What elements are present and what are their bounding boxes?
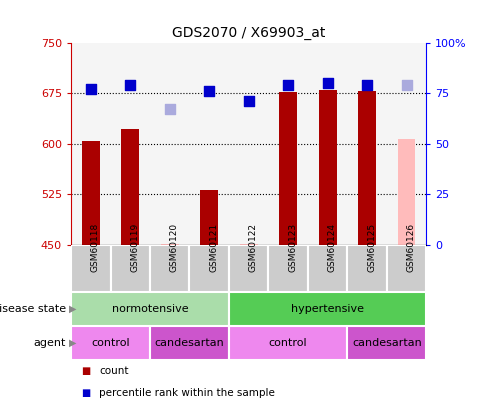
Bar [161, 244, 179, 245]
Text: GSM60125: GSM60125 [367, 223, 376, 272]
Bar [71, 326, 150, 360]
Text: GSM60126: GSM60126 [407, 223, 416, 272]
Point [363, 82, 371, 88]
Point [245, 98, 253, 104]
Text: count: count [99, 366, 129, 375]
Bar [150, 245, 190, 292]
Text: ▶: ▶ [69, 338, 76, 348]
Bar [318, 90, 337, 245]
Bar [398, 139, 416, 245]
Title: GDS2070 / X69903_at: GDS2070 / X69903_at [172, 26, 325, 40]
Point [284, 82, 292, 88]
Text: candesartan: candesartan [154, 338, 224, 348]
Point [126, 82, 134, 88]
Text: GSM60120: GSM60120 [170, 223, 179, 272]
Point [87, 86, 95, 92]
Text: GSM60122: GSM60122 [248, 223, 258, 272]
Bar [269, 245, 308, 292]
Bar [240, 244, 258, 245]
Bar [347, 326, 426, 360]
Text: ■: ■ [81, 366, 90, 375]
Text: control: control [91, 338, 130, 348]
Point [403, 82, 411, 88]
Bar [200, 190, 218, 245]
Bar [308, 245, 347, 292]
Bar [229, 326, 347, 360]
Text: candesartan: candesartan [352, 338, 422, 348]
Bar [279, 92, 297, 245]
Bar [71, 292, 229, 326]
Text: GSM60123: GSM60123 [288, 223, 297, 272]
Bar [229, 292, 426, 326]
Text: control: control [269, 338, 307, 348]
Bar [229, 245, 269, 292]
Bar [190, 245, 229, 292]
Text: disease state: disease state [0, 304, 66, 314]
Text: hypertensive: hypertensive [291, 304, 364, 314]
Text: ■: ■ [81, 388, 90, 398]
Text: normotensive: normotensive [112, 304, 188, 314]
Bar [111, 245, 150, 292]
Text: GSM60121: GSM60121 [209, 223, 218, 272]
Point [166, 106, 173, 113]
Bar [122, 129, 139, 245]
Text: GSM60118: GSM60118 [91, 223, 100, 272]
Bar [71, 245, 111, 292]
Text: ▶: ▶ [69, 304, 76, 314]
Text: percentile rank within the sample: percentile rank within the sample [99, 388, 275, 398]
Bar [387, 245, 426, 292]
Point [205, 88, 213, 94]
Text: agent: agent [34, 338, 66, 348]
Bar [82, 141, 99, 245]
Bar [150, 326, 229, 360]
Point [324, 80, 332, 86]
Bar [347, 245, 387, 292]
Text: GSM60124: GSM60124 [328, 223, 337, 272]
Text: GSM60119: GSM60119 [130, 223, 139, 272]
Bar [358, 91, 376, 245]
